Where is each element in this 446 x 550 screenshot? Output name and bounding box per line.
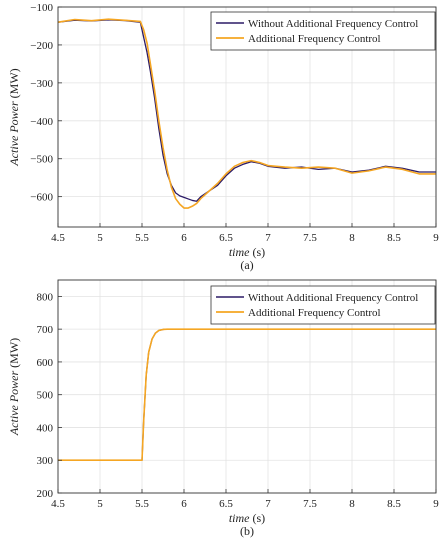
y-tick-label: 800 — [37, 291, 54, 303]
x-tick-label: 8 — [349, 498, 355, 510]
y-axis-label: Active Power (MW) — [7, 68, 21, 166]
y-tick-label: 200 — [37, 488, 54, 500]
x-tick-label: 8.5 — [387, 232, 401, 244]
x-tick-label: 9 — [433, 232, 439, 244]
legend: Without Additional Frequency Control Addi… — [210, 11, 436, 51]
x-axis-label-unit: (s) — [250, 511, 266, 525]
y-tick-label: 300 — [37, 455, 54, 467]
legend-label: Without Additional Frequency Control — [248, 18, 418, 30]
y-tick-label: 400 — [37, 422, 54, 434]
x-tick-label: 6 — [181, 232, 187, 244]
y-tick-label: 600 — [37, 357, 54, 369]
subfigure-caption: (b) — [240, 524, 254, 538]
y-tick-label: −600 — [30, 192, 53, 204]
series-line-afc — [57, 18, 436, 209]
y-axis-label-unit: (MW) — [7, 338, 21, 371]
subfigure-caption: (a) — [240, 258, 253, 272]
y-tick-label: −300 — [30, 78, 53, 90]
x-tick-label: 5 — [97, 498, 103, 510]
y-tick-label: 500 — [37, 390, 54, 402]
x-tick-label: 6.5 — [219, 498, 233, 510]
x-tick-label: 6.5 — [219, 232, 233, 244]
x-tick-label: 7 — [265, 232, 271, 244]
x-axis-label-name: time — [229, 511, 250, 525]
legend-label: Without Additional Frequency Control — [248, 292, 418, 304]
axes-frame — [57, 279, 437, 494]
x-tick-label: 7.5 — [303, 232, 317, 244]
y-axis-label: Active Power (MW) — [7, 338, 21, 436]
x-axis-label: time (s) — [229, 511, 265, 525]
x-tick-label: 7.5 — [303, 498, 317, 510]
axes-frame — [57, 6, 437, 228]
y-tick-label: −200 — [30, 40, 53, 52]
legend-label: Additional Frequency Control — [248, 33, 381, 45]
x-tick-label: 4.5 — [51, 498, 65, 510]
x-tick-label: 6 — [181, 498, 187, 510]
y-axis-label-name: Active Power — [7, 371, 21, 437]
y-tick-label: −500 — [30, 154, 53, 166]
x-tick-label: 8.5 — [387, 498, 401, 510]
x-axis-label-name: time — [229, 245, 250, 259]
y-tick-label: 700 — [37, 324, 54, 336]
x-axis-label: time (s) — [229, 245, 265, 259]
x-axis-label-unit: (s) — [250, 245, 266, 259]
x-tick-label: 9 — [433, 498, 439, 510]
x-tick-label: 5.5 — [135, 232, 149, 244]
y-axis-label-name: Active Power — [7, 101, 21, 167]
x-tick-label: 4.5 — [51, 232, 65, 244]
legend-box — [210, 11, 436, 51]
y-axis-label-unit: (MW) — [7, 68, 21, 101]
x-tick-label: 8 — [349, 232, 355, 244]
y-tick-label: −400 — [30, 116, 53, 128]
chart-a: 4.5 5 5.5 6 6.5 7 7.5 8 8.5 9 −100 −200 −300 −400 −500… — [7, 2, 439, 272]
y-tick-label: −100 — [30, 2, 53, 14]
x-tick-label: 5 — [97, 232, 103, 244]
legend-label: Additional Frequency Control — [248, 307, 381, 319]
x-tick-label: 7 — [265, 498, 271, 510]
legend: Without Additional Frequency Control Addi… — [210, 285, 436, 325]
series-line-afc — [58, 328, 436, 462]
x-tick-label: 5.5 — [135, 498, 149, 510]
legend-box — [210, 285, 436, 325]
chart-b: 4.5 5 5.5 6 6.5 7 7.5 8 8.5 9 200 300 400 500 600 700 80… — [7, 279, 439, 538]
